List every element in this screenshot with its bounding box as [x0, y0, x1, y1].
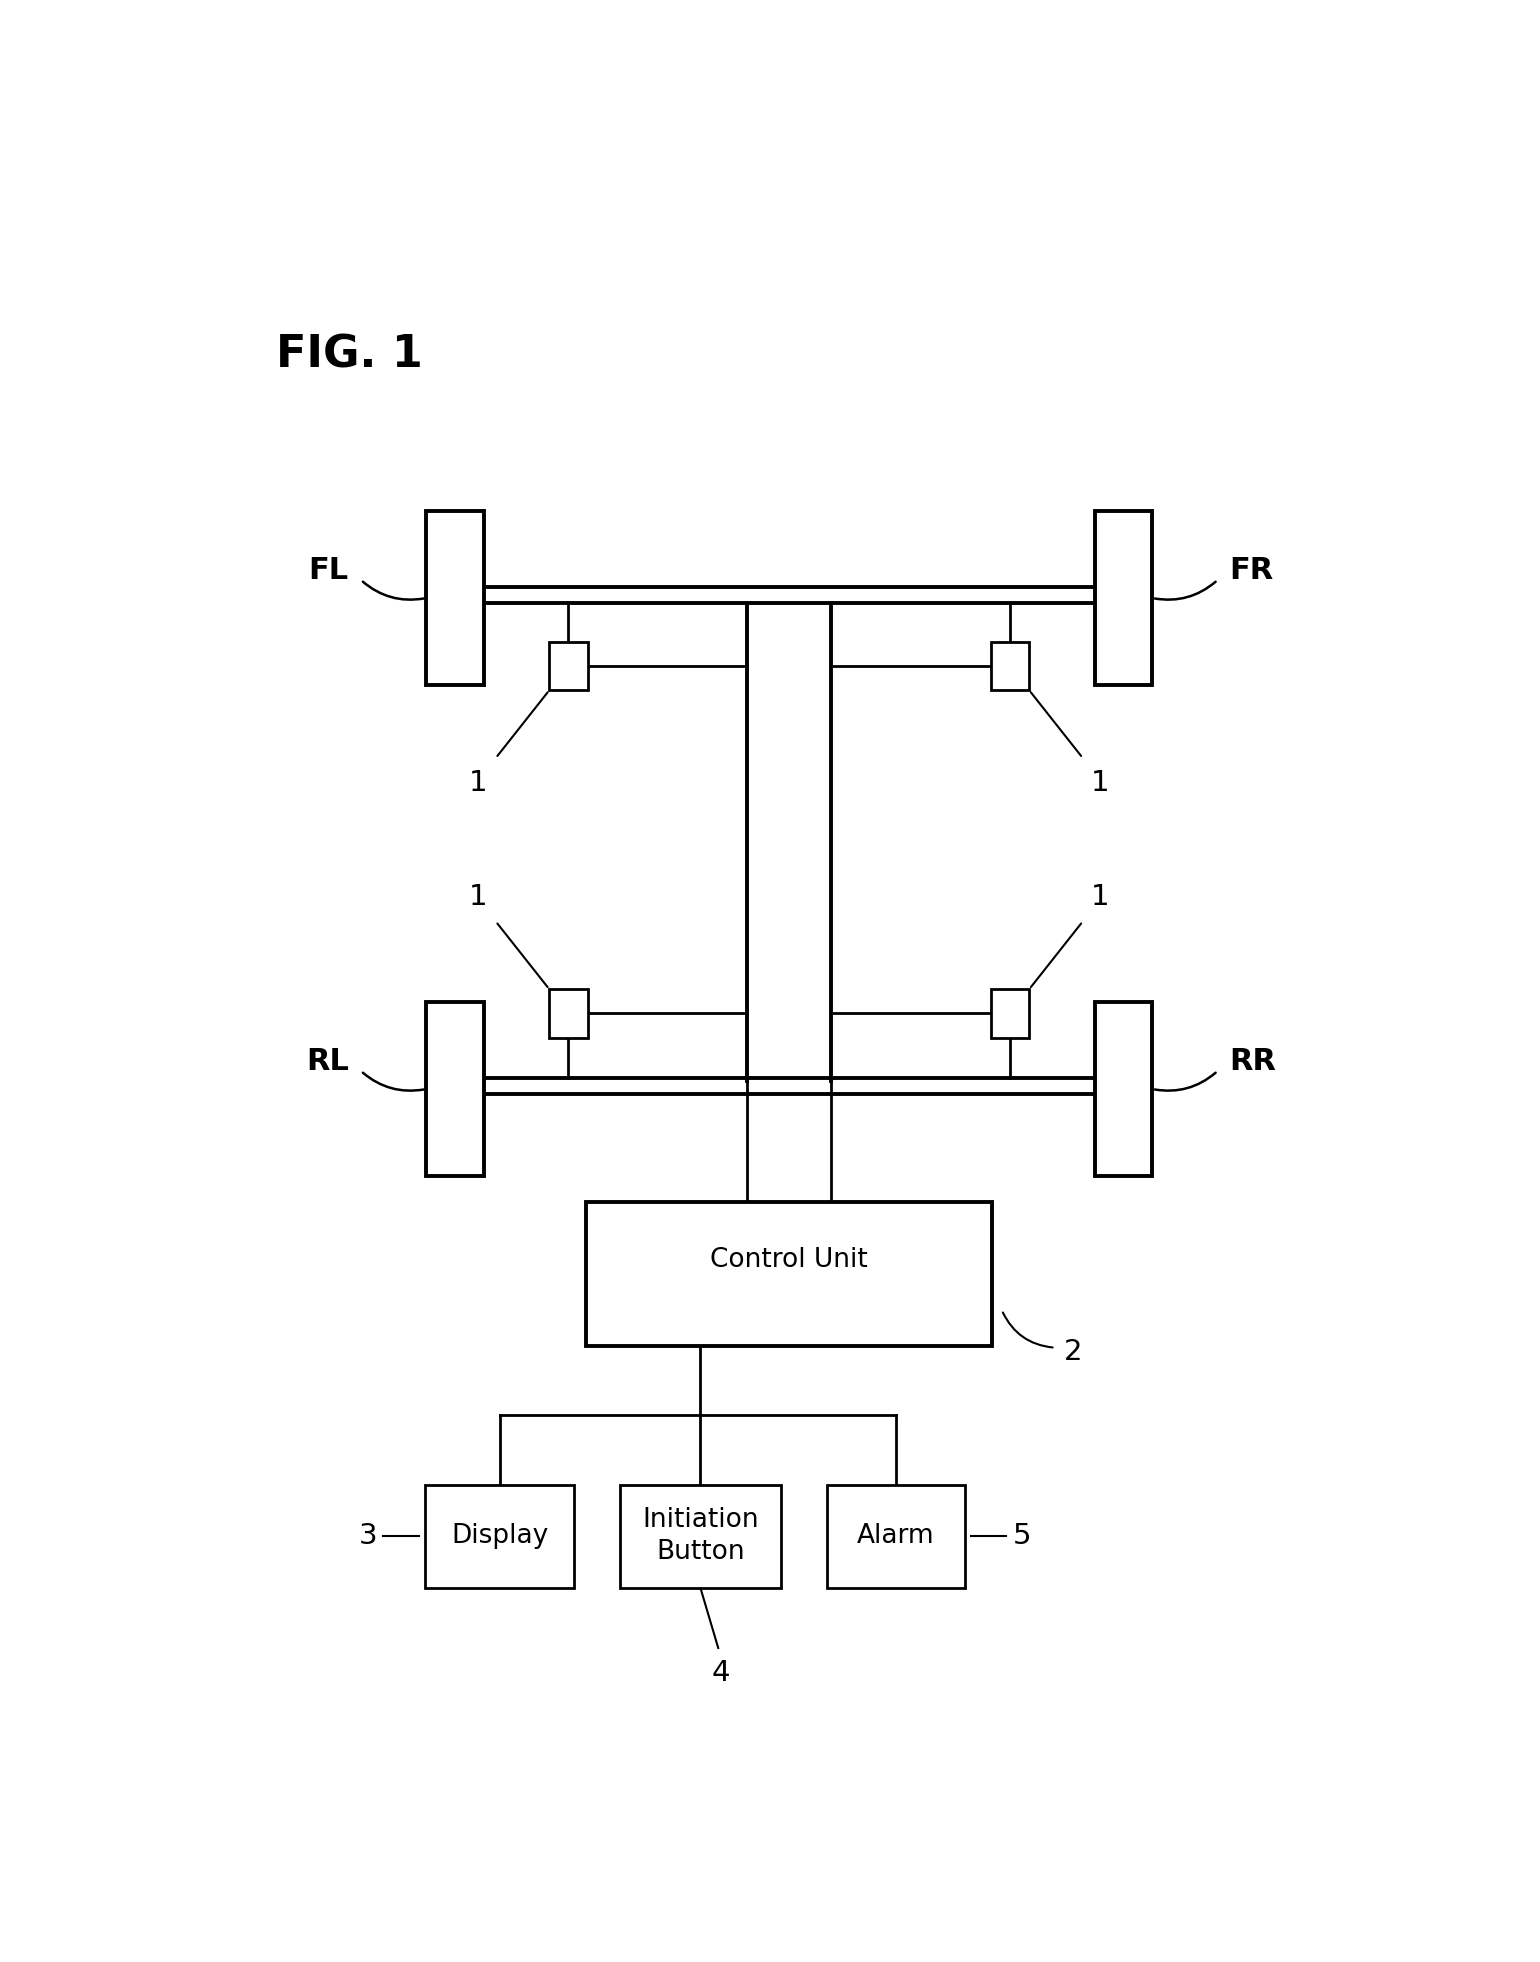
Bar: [1095, 1003, 1152, 1175]
Bar: [550, 989, 588, 1038]
Text: Initiation
Button: Initiation Button: [642, 1507, 759, 1566]
Bar: [550, 642, 588, 691]
Bar: [1095, 512, 1152, 685]
Text: 1: 1: [468, 769, 487, 797]
Text: Display: Display: [451, 1523, 548, 1550]
Text: 3: 3: [359, 1523, 377, 1550]
Text: 2: 2: [1064, 1338, 1083, 1366]
Text: Alarm: Alarm: [858, 1523, 935, 1550]
Bar: [587, 1203, 992, 1346]
Bar: [990, 642, 1029, 691]
Bar: [827, 1485, 964, 1587]
Bar: [990, 989, 1029, 1038]
Text: 1: 1: [468, 883, 487, 910]
Bar: [427, 512, 484, 685]
Text: FIG. 1: FIG. 1: [276, 334, 424, 377]
Text: RL: RL: [306, 1048, 350, 1077]
Text: 5: 5: [1012, 1523, 1030, 1550]
Text: RR: RR: [1229, 1048, 1277, 1077]
Bar: [427, 1003, 484, 1175]
Text: 1: 1: [1092, 883, 1110, 910]
Text: 1: 1: [1092, 769, 1110, 797]
Text: FL: FL: [308, 557, 350, 585]
Text: 4: 4: [711, 1658, 730, 1687]
Bar: [425, 1485, 574, 1587]
Text: Control Unit: Control Unit: [710, 1246, 869, 1273]
Text: FR: FR: [1229, 557, 1274, 585]
Bar: [619, 1485, 781, 1587]
